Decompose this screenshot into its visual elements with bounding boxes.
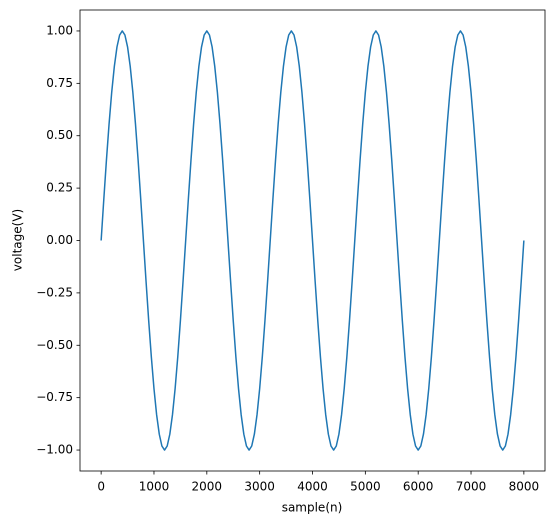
x-tick-label: 5000 — [350, 480, 381, 494]
data-line — [100, 30, 525, 451]
y-tick-label: 0.25 — [46, 181, 73, 195]
y-tick-label: −0.50 — [36, 338, 73, 352]
y-tick-label: 0.00 — [46, 233, 73, 247]
x-tick-label: 7000 — [456, 480, 487, 494]
y-tick-label: −1.00 — [36, 443, 73, 457]
plot-frame — [79, 9, 546, 472]
x-axis-label: sample(n) — [282, 501, 343, 515]
x-tick-label: 0 — [97, 480, 105, 494]
x-tick-label: 1000 — [139, 480, 170, 494]
y-tick-label: 0.50 — [46, 128, 73, 142]
y-axis-label: voltage(V) — [11, 209, 25, 271]
x-tick-label: 4000 — [297, 480, 328, 494]
y-tick-label: −0.25 — [36, 285, 73, 299]
y-tick-label: 0.75 — [46, 76, 73, 90]
x-tick-label: 6000 — [403, 480, 434, 494]
y-tick-label: 1.00 — [46, 23, 73, 37]
x-tick-label: 8000 — [509, 480, 540, 494]
x-tick-label: 2000 — [192, 480, 223, 494]
y-tick-label: −0.75 — [36, 390, 73, 404]
x-tick-label: 3000 — [244, 480, 275, 494]
